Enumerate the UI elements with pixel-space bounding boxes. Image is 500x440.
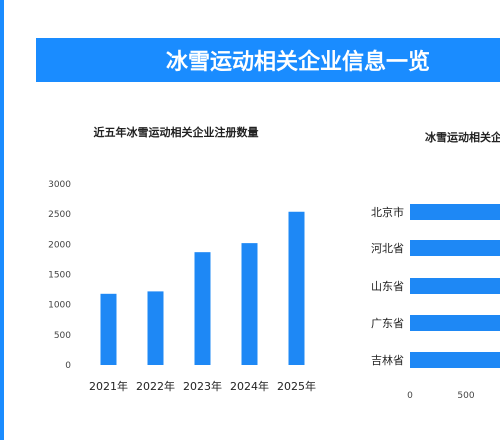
chart1-bar (194, 252, 211, 365)
chart1-ytick: 3000 (48, 180, 71, 190)
chart2-xtick: 0 (407, 391, 413, 401)
chart2-title: 冰雪运动相关企业 (425, 130, 500, 144)
chart1-xtick: 2022年 (136, 379, 175, 393)
chart2-bar (410, 315, 500, 331)
chart2-bar (410, 352, 500, 368)
chart1-ytick: 0 (65, 361, 71, 371)
chart1-title: 近五年冰雪运动相关企业注册数量 (94, 125, 259, 139)
chart1-bar (100, 293, 117, 365)
chart1-ytick: 1000 (48, 301, 71, 311)
chart1-ytick: 1500 (48, 271, 71, 281)
chart1-xtick: 2021年 (89, 379, 128, 393)
banner-title: 冰雪运动相关企业信息一览 (165, 50, 430, 75)
page-banner: 冰雪运动相关企业信息一览 (36, 38, 500, 82)
chart2-category-label: 河北省 (371, 242, 404, 255)
chart1-bar (288, 211, 305, 365)
chart1-ytick: 2000 (48, 240, 71, 250)
chart1-xtick: 2023年 (183, 379, 222, 393)
chart1-bar (147, 291, 164, 365)
chart2-category-label: 吉林省 (371, 353, 404, 367)
chart2-category-label: 山东省 (371, 280, 404, 293)
chart2-bar (410, 240, 500, 256)
chart1-ytick: 500 (54, 331, 71, 341)
chart1-ytick: 2500 (48, 210, 71, 220)
chart2-bar (410, 278, 500, 294)
chart2-category-label: 北京市 (371, 205, 404, 219)
chart1-bar (241, 243, 258, 365)
chart1-xtick: 2024年 (230, 379, 269, 393)
chart2-bar (410, 204, 500, 220)
left-accent-border (0, 0, 4, 440)
chart2-xtick: 500 (457, 391, 474, 401)
chart1-xtick: 2025年 (277, 379, 316, 393)
chart2-category-label: 广东省 (371, 317, 404, 330)
chart-registrations-by-year: 近五年冰雪运动相关企业注册数量 0 500 1000 1500 2000 2500 3000… (48, 125, 316, 393)
